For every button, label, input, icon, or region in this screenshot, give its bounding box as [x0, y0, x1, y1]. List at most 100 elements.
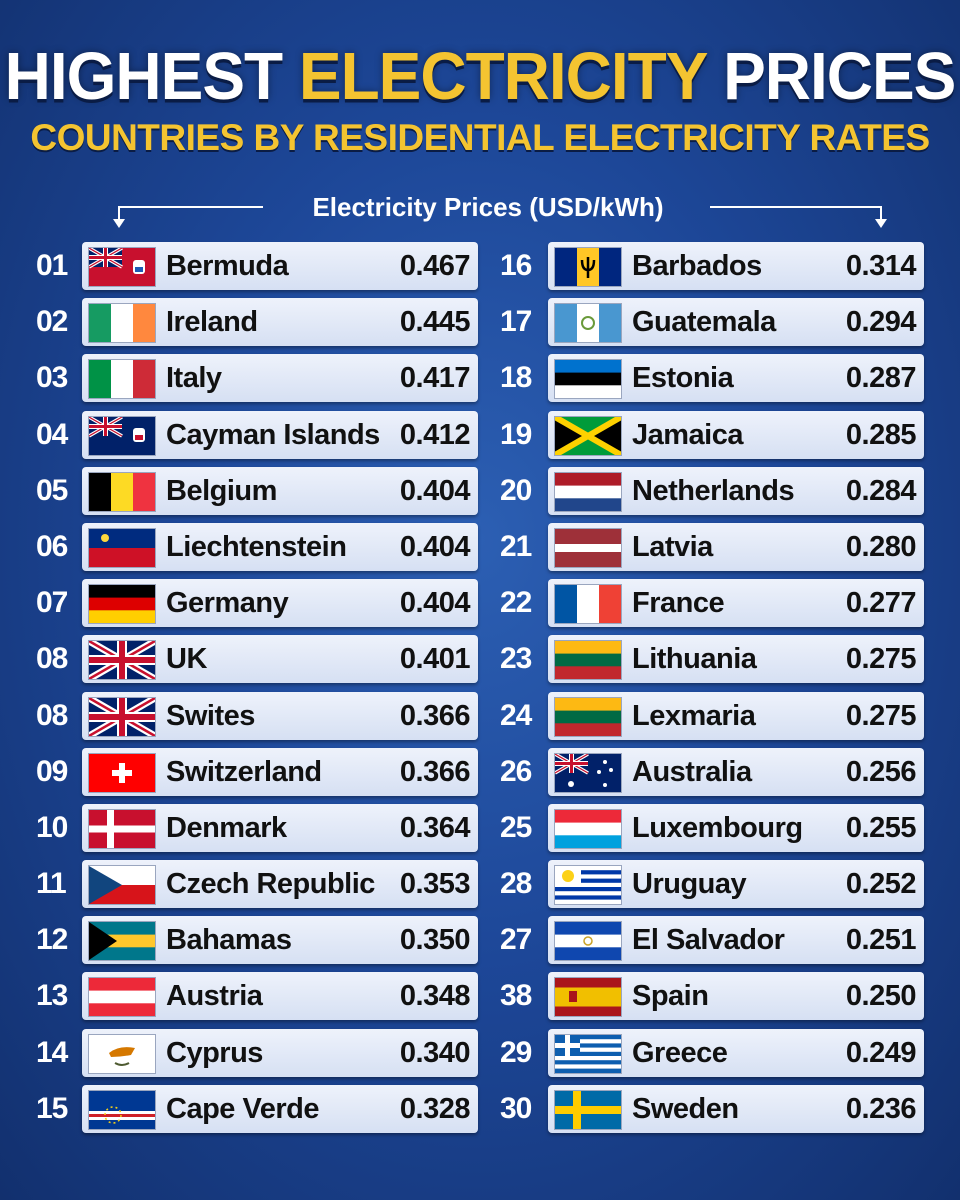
rank-number: 27 [500, 923, 532, 957]
guatemala-flag-icon [554, 303, 622, 344]
country-card: Denmark 0.364 [82, 803, 478, 852]
price-value: 0.294 [845, 306, 917, 339]
country-name: El Salvador [632, 924, 785, 957]
rank-number: 28 [500, 867, 532, 901]
country-name: Bermuda [166, 250, 289, 282]
country-card: Germany 0.404 [82, 579, 478, 628]
barbados-flag-icon [554, 247, 622, 287]
price-value: 0.275 [845, 643, 917, 676]
country-card: Cape Verde 0.328 [82, 1084, 478, 1133]
country-name: Sweden [632, 1092, 739, 1125]
country-name: Austria [166, 980, 263, 1013]
country-name: France [632, 587, 725, 620]
country-card: Cayman Islands 0.412 [82, 410, 478, 459]
australia-flag-icon [554, 752, 622, 793]
country-name: Bahamas [166, 924, 292, 957]
axis-line-left [118, 206, 263, 208]
uk-flag-icon [88, 696, 156, 737]
country-name: Denmark [166, 811, 287, 844]
price-value: 0.340 [399, 1036, 471, 1069]
lithuania-flag-icon [554, 696, 622, 737]
country-name: Lithuania [632, 643, 757, 676]
rank-number: 02 [36, 305, 68, 339]
price-value: 0.251 [845, 924, 917, 957]
denmark-flag-icon [88, 808, 156, 849]
rank-number: 30 [500, 1091, 532, 1125]
netherlands-flag-icon [554, 471, 622, 512]
price-value: 0.364 [399, 811, 471, 844]
axis-tick-right [880, 206, 882, 222]
cyprus-flag-icon [88, 1033, 156, 1074]
country-name: Barbados [632, 250, 762, 282]
axis-line-right [710, 206, 882, 208]
country-card: Belgium 0.404 [82, 466, 478, 515]
rank-number: 19 [500, 417, 532, 451]
country-name: Liechtenstein [166, 530, 347, 563]
arrow-down-icon [113, 219, 125, 228]
axis-label: Electricity Prices (USD/kWh) [312, 192, 664, 222]
rank-number: 11 [36, 867, 67, 901]
price-value: 0.275 [845, 699, 917, 732]
price-value: 0.284 [845, 474, 917, 507]
country-name: Ireland [166, 306, 258, 339]
country-card: Latvia 0.280 [548, 522, 924, 571]
price-value: 0.255 [845, 811, 917, 844]
page-subtitle: COUNTRIES BY RESIDENTIAL ELECTRICITY RAT… [30, 117, 930, 158]
price-value: 0.404 [399, 587, 471, 620]
rank-number: 38 [500, 979, 532, 1013]
price-value: 0.314 [845, 250, 917, 282]
price-value: 0.256 [845, 755, 917, 788]
price-value: 0.348 [399, 980, 471, 1013]
country-card: Italy 0.417 [82, 354, 478, 403]
country-name: Lexmaria [632, 699, 756, 732]
rank-number: 25 [500, 810, 532, 844]
rank-number: 10 [36, 810, 68, 844]
rank-number: 08 [36, 698, 68, 732]
rank-number: 29 [500, 1035, 532, 1069]
country-card: France 0.277 [548, 579, 924, 628]
arrow-down-icon [875, 219, 887, 228]
country-card: Ireland 0.445 [82, 298, 478, 347]
price-value: 0.250 [845, 980, 917, 1013]
country-card: Austria 0.348 [82, 972, 478, 1021]
country-card: UK 0.401 [82, 635, 478, 684]
price-value: 0.353 [399, 868, 471, 901]
title-text-end: PRICES [706, 38, 956, 114]
country-card: Jamaica 0.285 [548, 410, 924, 459]
greece-flag-icon [554, 1033, 622, 1074]
country-card: Uruguay 0.252 [548, 860, 924, 909]
rank-number: 15 [36, 1091, 68, 1125]
axis-tick-left [118, 206, 120, 222]
price-value: 0.249 [845, 1036, 917, 1069]
country-name: Cyprus [166, 1036, 263, 1069]
rank-number: 24 [500, 698, 532, 732]
bermuda-flag-icon [88, 247, 156, 287]
country-card: Lithuania 0.275 [548, 635, 924, 684]
price-value: 0.404 [399, 474, 471, 507]
rank-number: 04 [36, 417, 68, 451]
rank-number: 23 [500, 642, 532, 676]
price-value: 0.280 [845, 530, 917, 563]
ireland-flag-icon [88, 303, 156, 344]
rank-number: 22 [500, 586, 532, 620]
country-card: Liechtenstein 0.404 [82, 522, 478, 571]
austria-flag-icon [88, 977, 156, 1018]
switzerland-flag-icon [88, 752, 156, 793]
country-name: Cape Verde [166, 1092, 319, 1125]
germany-flag-icon [88, 584, 156, 625]
rank-number: 09 [36, 754, 68, 788]
country-name: Czech Republic [166, 868, 375, 901]
price-value: 0.404 [399, 530, 471, 563]
country-card: Czech Republic 0.353 [82, 860, 478, 909]
rank-number: 01 [36, 249, 68, 282]
rank-number: 12 [36, 923, 68, 957]
rank-number: 08 [36, 642, 68, 676]
price-value: 0.366 [399, 699, 471, 732]
country-name: Italy [166, 362, 222, 395]
country-card: Cyprus 0.340 [82, 1028, 478, 1077]
price-value: 0.412 [399, 418, 471, 451]
title-text: HIGHEST [4, 38, 299, 114]
price-value: 0.277 [845, 587, 917, 620]
rank-number: 14 [36, 1035, 68, 1069]
uruguay-flag-icon [554, 865, 622, 906]
